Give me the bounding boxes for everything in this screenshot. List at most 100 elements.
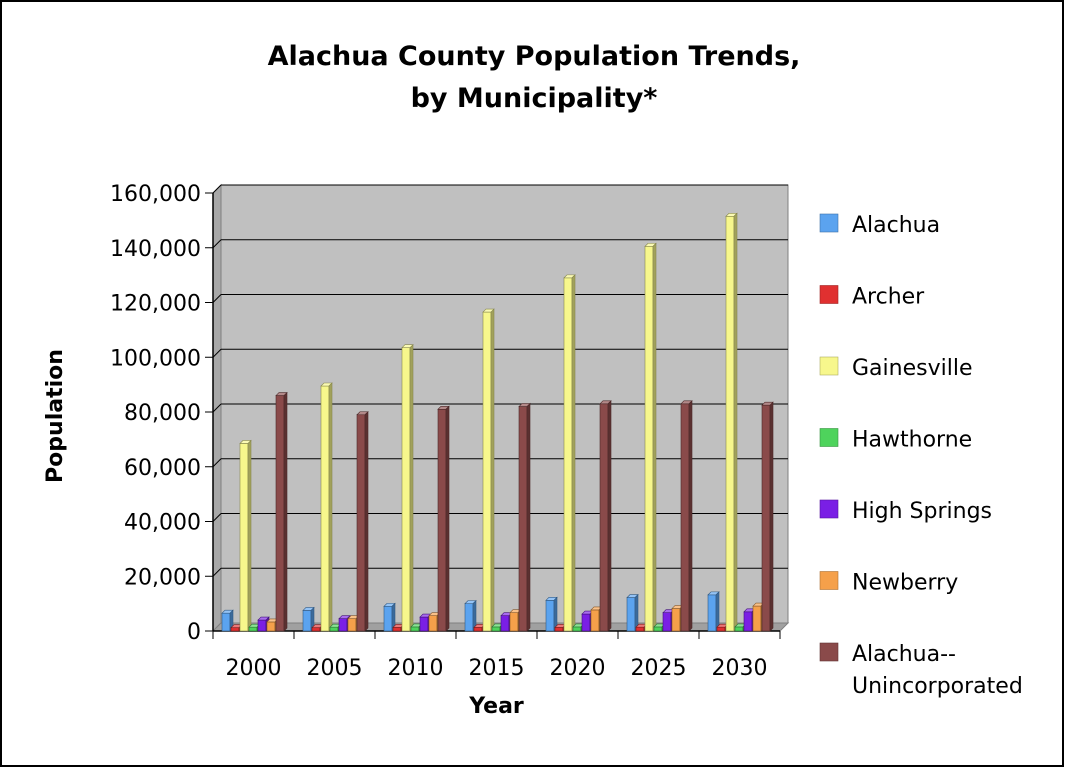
gridline-side	[212, 184, 222, 194]
bar	[302, 606, 315, 632]
bar-front	[392, 627, 402, 632]
bar-side	[652, 242, 657, 632]
y-axis-title: Population	[43, 349, 68, 483]
y-tick-labels: 0 20,000 40,000 60,000 80,000 100,000 120,000 1…	[110, 182, 201, 645]
bar-front	[743, 611, 753, 632]
legend-label: Newberry	[852, 571, 958, 596]
bar-front	[275, 395, 285, 632]
bar-front	[437, 408, 447, 632]
y-tick-label: 60,000	[124, 456, 201, 481]
legend-label-line: Alachua--	[852, 642, 956, 667]
bar-side	[526, 402, 531, 632]
legend-label-line: Alachua	[852, 213, 940, 238]
bar-front	[464, 603, 474, 632]
legend-swatch	[819, 499, 839, 519]
legend-swatch	[819, 356, 839, 376]
bar-front	[302, 610, 312, 632]
bar	[239, 439, 252, 632]
bar	[545, 596, 558, 632]
y-tick-label: 160,000	[110, 182, 201, 207]
x-tick-label: 2000	[226, 656, 282, 681]
bar-front	[257, 619, 267, 632]
legend-label-line: Newberry	[852, 571, 958, 596]
bar	[599, 400, 612, 632]
legend-label: Hawthorne	[852, 428, 972, 453]
bar	[437, 405, 450, 632]
bar	[680, 400, 693, 632]
bar	[356, 411, 369, 632]
bar-front	[662, 612, 672, 632]
y-tick-label: 140,000	[110, 237, 201, 262]
chart-title-line-2: by Municipality*	[410, 83, 658, 114]
bar-front	[428, 615, 438, 632]
x-tick-label: 2030	[712, 656, 768, 681]
bar	[626, 593, 639, 632]
bar-front	[266, 621, 276, 632]
bars	[221, 212, 774, 632]
legend-item: Gainesville	[819, 356, 972, 381]
bar-side	[409, 343, 414, 632]
bar-front	[671, 608, 681, 632]
bar	[644, 242, 657, 632]
legend-item: Alachua	[819, 213, 940, 238]
legend-label: Gainesville	[852, 356, 972, 381]
bar	[464, 599, 477, 632]
legend-label-line: High Springs	[852, 499, 992, 524]
gridline-side	[212, 567, 222, 577]
bar-front	[635, 626, 645, 632]
bar-front	[590, 609, 600, 632]
bar-front	[230, 627, 240, 632]
grid-lines	[212, 184, 788, 577]
bar-front	[356, 414, 366, 632]
legend-label: Alachua	[852, 213, 940, 238]
bar	[707, 591, 720, 632]
y-tick-label: 80,000	[124, 401, 201, 426]
bar-front	[716, 626, 726, 632]
bar-side	[733, 212, 738, 632]
bar-side	[769, 401, 774, 632]
bar	[761, 401, 774, 632]
x-tick-label: 2015	[469, 656, 525, 681]
bar-front	[563, 277, 573, 632]
bar	[473, 623, 486, 632]
bar-front	[401, 347, 411, 632]
bar-side	[247, 439, 252, 632]
legend-label-line: Archer	[852, 285, 925, 310]
bar-front	[248, 626, 258, 632]
bar-front	[509, 612, 519, 632]
legend-label: Alachua-- Unincorporated	[852, 642, 1023, 699]
bar-side	[688, 400, 693, 632]
legend-item: Newberry	[819, 571, 958, 596]
bar	[275, 391, 288, 632]
bar-side	[283, 391, 288, 632]
y-tick-label: 100,000	[110, 346, 201, 371]
bar-front	[653, 626, 663, 632]
legend-swatch	[819, 642, 839, 662]
bar-front	[554, 627, 564, 632]
x-tick-label: 2005	[307, 656, 363, 681]
gridline-side	[212, 348, 222, 358]
bar-front	[734, 626, 744, 632]
bar-front	[347, 618, 357, 632]
legend-swatch	[819, 285, 839, 304]
x-axis-title: Year	[468, 694, 524, 719]
bar-front	[482, 311, 492, 632]
bar-front	[221, 612, 231, 632]
legend-item: Hawthorne	[819, 428, 972, 453]
legend-item: Archer	[819, 285, 925, 310]
bar-front	[410, 626, 420, 632]
bar-front	[311, 627, 321, 632]
x-tick-label: 2020	[550, 656, 606, 681]
x-tick-label: 2010	[388, 656, 444, 681]
bar-front	[626, 597, 636, 632]
bar-front	[761, 404, 771, 632]
y-tick-label: 120,000	[110, 292, 201, 317]
bar-front	[680, 403, 690, 632]
legend-swatch	[819, 213, 839, 233]
bar-side	[445, 405, 450, 632]
y-tick-label: 0	[187, 620, 201, 645]
bar-side	[328, 382, 333, 632]
bar-front	[581, 613, 591, 632]
bar-side	[571, 274, 576, 632]
